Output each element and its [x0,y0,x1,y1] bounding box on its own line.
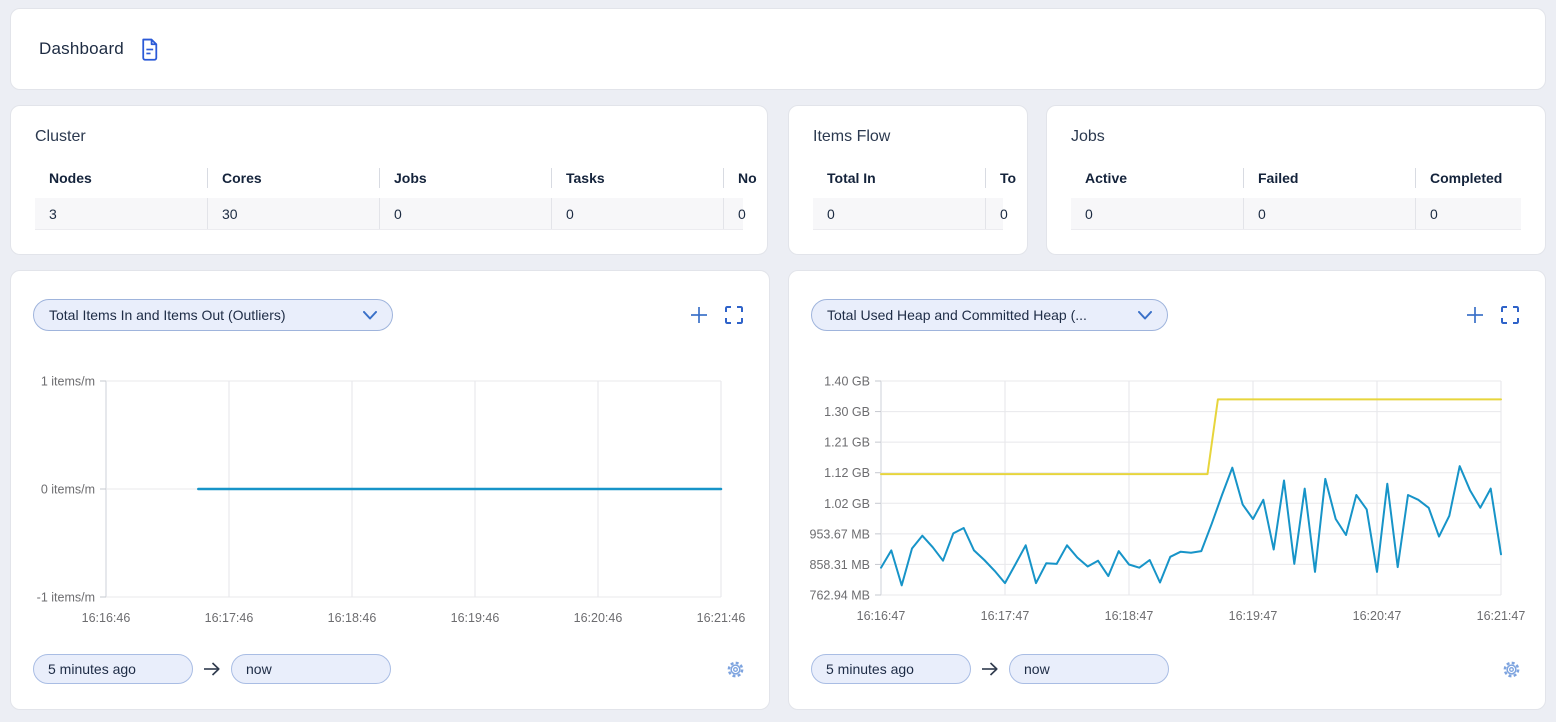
svg-text:16:19:47: 16:19:47 [1229,609,1278,623]
add-chart-button[interactable] [1466,306,1484,324]
stat-column-header: No [723,168,768,188]
svg-text:16:17:46: 16:17:46 [205,611,254,625]
stat-column-value: 0 [813,198,985,229]
time-from-input[interactable] [33,654,193,684]
svg-text:1.12 GB: 1.12 GB [824,466,870,480]
arrow-right-icon [980,660,1000,678]
stat-column-value: 0 [1243,198,1415,229]
stat-column-header: Completed [1415,168,1546,188]
items-flow-table-header: Total In To [813,168,1003,188]
stat-column-value: 0 [551,198,723,229]
svg-text:16:16:46: 16:16:46 [82,611,131,625]
chevron-down-icon [363,311,377,320]
document-icon[interactable] [139,38,160,61]
chart-panel-items: Total Items In and Items Out (Outliers) … [10,270,770,710]
settings-gear-icon[interactable] [1502,660,1521,679]
card-title-jobs: Jobs [1071,128,1521,146]
chart-panel-heap: Total Used Heap and Committed Heap (... … [788,270,1546,710]
chevron-down-icon [1138,311,1152,320]
svg-text:16:21:47: 16:21:47 [1477,609,1526,623]
card-title-items-flow: Items Flow [813,128,1003,146]
svg-text:1 items/m: 1 items/m [41,375,95,389]
jobs-table-header: Active Failed Completed [1071,168,1521,188]
page-title: Dashboard [39,39,124,59]
stat-column-value: 30 [207,198,379,229]
page-header: Dashboard [10,8,1546,90]
card-title-cluster: Cluster [35,128,743,146]
stat-column-header: Cores [207,168,379,188]
items-flow-table-row: 0 0 [813,198,1003,230]
svg-text:16:17:47: 16:17:47 [981,609,1030,623]
stat-column-value: 0 [723,198,768,229]
heap-line-chart: 16:16:47 16:17:47 16:18:47 16:19:47 16:20:47… [789,371,1547,633]
time-from-input[interactable] [811,654,971,684]
cluster-card: Cluster Nodes Cores Jobs Tasks No 3 30 0… [10,105,768,255]
add-chart-button[interactable] [690,306,708,324]
svg-text:16:20:46: 16:20:46 [574,611,623,625]
fullscreen-button[interactable] [725,306,743,324]
svg-text:0 items/m: 0 items/m [41,483,95,497]
stat-column-header: Total In [813,168,985,188]
metric-selector-label: Total Items In and Items Out (Outliers) [49,307,286,323]
settings-gear-icon[interactable] [726,660,745,679]
stat-column-value: 0 [985,198,1028,229]
stat-column-header: To [985,168,1028,188]
svg-text:16:16:47: 16:16:47 [857,609,906,623]
svg-text:762.94 MB: 762.94 MB [810,589,870,603]
stat-column-header: Jobs [379,168,551,188]
stat-column-header: Tasks [551,168,723,188]
arrow-right-icon [202,660,222,678]
time-to-input[interactable] [1009,654,1169,684]
fullscreen-button[interactable] [1501,306,1519,324]
items-line-chart: 16:16:46 16:17:46 16:18:46 16:19:46 16:20:46… [11,371,771,633]
svg-text:16:21:46: 16:21:46 [697,611,746,625]
cluster-table-row: 3 30 0 0 0 [35,198,743,230]
metric-selector-dropdown[interactable]: Total Items In and Items Out (Outliers) [33,299,393,331]
stat-column-header: Failed [1243,168,1415,188]
svg-text:16:18:47: 16:18:47 [1105,609,1154,623]
stat-column-value: 0 [1415,198,1546,229]
stat-column-header: Nodes [35,168,207,188]
stat-column-value: 0 [379,198,551,229]
metric-selector-dropdown[interactable]: Total Used Heap and Committed Heap (... [811,299,1168,331]
stat-column-value: 3 [35,198,207,229]
time-to-input[interactable] [231,654,391,684]
jobs-table-row: 0 0 0 [1071,198,1521,230]
metric-selector-label: Total Used Heap and Committed Heap (... [827,307,1087,323]
svg-text:953.67 MB: 953.67 MB [810,527,870,541]
svg-text:1.02 GB: 1.02 GB [824,497,870,511]
jobs-card: Jobs Active Failed Completed 0 0 0 [1046,105,1546,255]
stat-column-value: 0 [1071,198,1243,229]
items-flow-card: Items Flow Total In To 0 0 [788,105,1028,255]
svg-text:1.40 GB: 1.40 GB [824,375,870,389]
stat-column-header: Active [1071,168,1243,188]
svg-text:16:18:46: 16:18:46 [328,611,377,625]
cluster-table-header: Nodes Cores Jobs Tasks No [35,168,743,188]
svg-text:1.30 GB: 1.30 GB [824,405,870,419]
svg-text:16:19:46: 16:19:46 [451,611,500,625]
svg-text:-1 items/m: -1 items/m [37,591,95,605]
svg-text:1.21 GB: 1.21 GB [824,436,870,450]
svg-text:858.31 MB: 858.31 MB [810,558,870,572]
svg-text:16:20:47: 16:20:47 [1353,609,1402,623]
